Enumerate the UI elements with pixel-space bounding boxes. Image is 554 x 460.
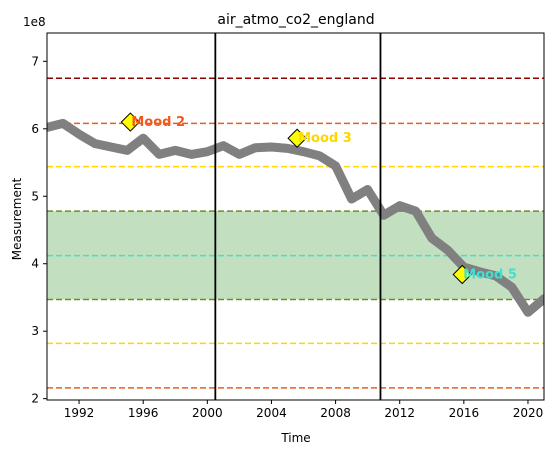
x-axis-label: Time <box>280 431 310 445</box>
y-tick-label-1: 3 <box>31 324 39 338</box>
y-tick-label-0: 2 <box>31 392 39 406</box>
x-tick-label-3: 2004 <box>256 406 287 420</box>
y-tick-label-2: 4 <box>31 257 39 271</box>
x-tick-label-2: 2000 <box>192 406 223 420</box>
y-axis-label: Measurement <box>10 178 24 261</box>
x-tick-label-7: 2020 <box>513 406 544 420</box>
series-line <box>47 118 544 317</box>
annotation-marker-2 <box>452 264 472 285</box>
x-tick-label-1: 1996 <box>128 406 159 420</box>
y-tick-label-4: 6 <box>31 122 39 136</box>
chart-title: air_atmo_co2_england <box>217 12 374 28</box>
axes-frame <box>46 32 545 401</box>
plot-area: Mood 2 Mood 3 Mood 5 1992 1996 2000 2004 2008 20… <box>31 32 545 420</box>
y-tick-label-3: 5 <box>31 189 39 203</box>
y-offset-label: 1e8 <box>23 15 46 29</box>
x-tick-label-0: 1992 <box>64 406 95 420</box>
annotation-marker-1 <box>287 128 307 148</box>
annotation-marker-0 <box>120 112 141 132</box>
annotation-label-2: Mood 5 <box>463 268 517 283</box>
x-tick-label-4: 2008 <box>320 406 351 420</box>
y-tick-label-5: 7 <box>31 54 39 68</box>
annotation-label-1: Mood 3 <box>298 131 352 146</box>
x-tick-label-5: 2012 <box>384 406 415 420</box>
x-tick-label-6: 2016 <box>449 406 480 420</box>
annotation-label-0: Mood 2 <box>131 115 185 130</box>
